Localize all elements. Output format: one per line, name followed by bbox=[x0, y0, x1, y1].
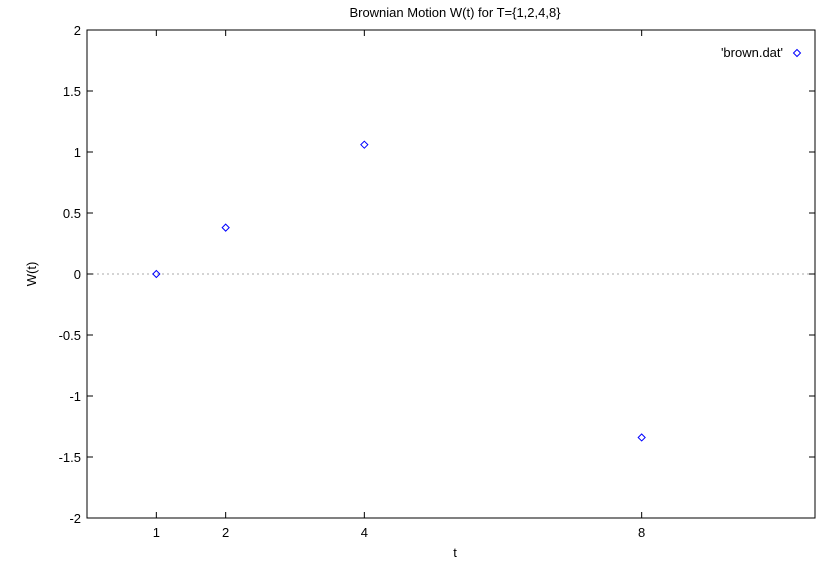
y-tick-label: -2 bbox=[69, 511, 81, 526]
legend: 'brown.dat' bbox=[721, 45, 802, 60]
x-tick-label: 8 bbox=[638, 525, 645, 540]
data-point bbox=[360, 140, 369, 149]
x-axis-ticks: 1 2 4 8 bbox=[153, 30, 645, 540]
chart-title: Brownian Motion W(t) for T={1,2,4,8} bbox=[349, 5, 561, 20]
x-tick-label: 2 bbox=[222, 525, 229, 540]
y-tick-label: 2 bbox=[74, 23, 81, 38]
data-point bbox=[221, 223, 230, 232]
y-axis-label: W(t) bbox=[24, 262, 39, 287]
plot-frame bbox=[86, 29, 816, 519]
x-tick-label: 1 bbox=[153, 525, 160, 540]
y-tick-label: 0.5 bbox=[63, 206, 81, 221]
legend-marker bbox=[792, 48, 802, 58]
data-point bbox=[637, 433, 646, 442]
x-axis-label: t bbox=[453, 545, 457, 560]
y-tick-label: -1.5 bbox=[59, 450, 81, 465]
y-tick-label: 0 bbox=[74, 267, 81, 282]
data-point bbox=[152, 269, 161, 279]
y-tick-label: -1 bbox=[69, 389, 81, 404]
y-tick-label: 1 bbox=[74, 145, 81, 160]
x-tick-label: 4 bbox=[361, 525, 368, 540]
legend-label: 'brown.dat' bbox=[721, 45, 783, 60]
y-axis-ticks: -2 -1.5 -1 -0.5 0 0.5 1 1.5 2 bbox=[59, 23, 815, 526]
y-tick-label: 1.5 bbox=[63, 84, 81, 99]
y-tick-label: -0.5 bbox=[59, 328, 81, 343]
data-points bbox=[152, 140, 646, 442]
